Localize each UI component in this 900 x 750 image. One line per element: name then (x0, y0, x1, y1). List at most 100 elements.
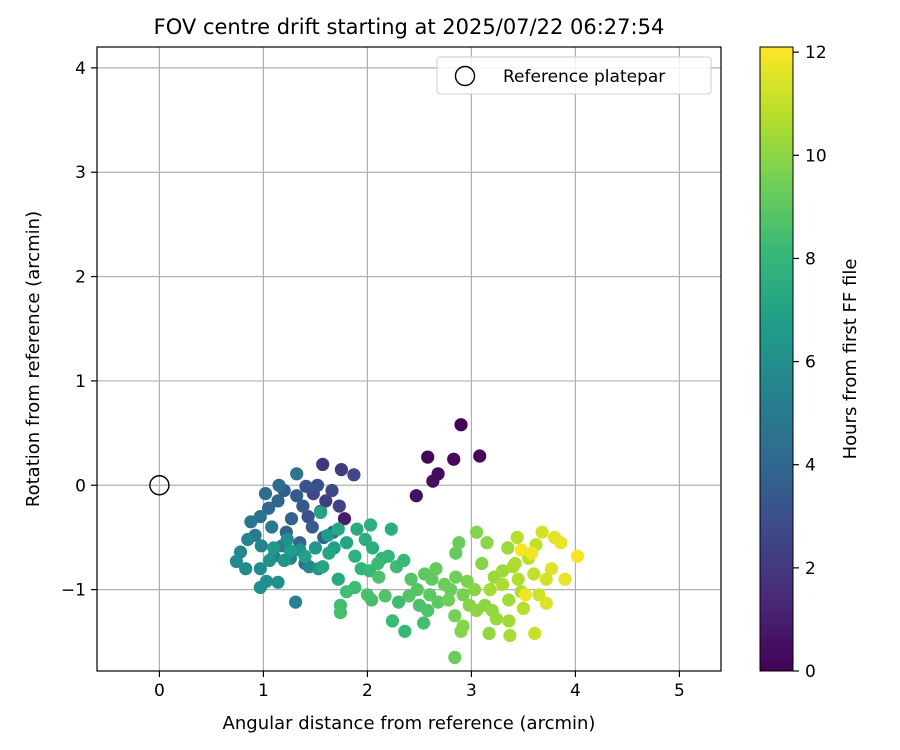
data-point (448, 609, 462, 623)
data-point (480, 536, 494, 550)
colorbar-tick-label: 4 (805, 456, 816, 476)
data-point (431, 595, 445, 609)
data-point (267, 541, 281, 555)
data-point (426, 474, 440, 488)
data-point (449, 546, 463, 560)
data-point (425, 572, 439, 586)
data-point (331, 522, 345, 536)
data-point (502, 614, 516, 628)
data-point (489, 612, 503, 626)
data-point (314, 505, 328, 519)
data-point (410, 583, 424, 597)
data-point (319, 494, 333, 508)
data-point (398, 624, 412, 638)
data-point (421, 450, 435, 464)
x-tick-label: 2 (362, 681, 373, 701)
y-tick-label: −1 (61, 581, 86, 601)
colorbar-label: Hours from first FF file (840, 259, 861, 460)
data-point (448, 650, 462, 665)
data-point (409, 489, 423, 503)
data-point (518, 588, 533, 602)
data-point (449, 570, 463, 584)
data-point (241, 532, 255, 547)
reference-platepar-marker (149, 475, 170, 496)
data-point (385, 614, 399, 628)
data-point (544, 562, 559, 576)
data-point (340, 536, 354, 550)
y-tick-label: 1 (75, 372, 86, 392)
data-point (284, 512, 299, 526)
data-point (316, 560, 330, 574)
data-point (308, 541, 322, 555)
data-point (554, 536, 568, 550)
grid (97, 47, 721, 671)
x-tick-label: 5 (674, 681, 685, 701)
data-point (558, 572, 572, 586)
data-point (475, 556, 489, 571)
colorbar-tick-label: 8 (805, 249, 816, 269)
colorbar-tick-label: 2 (805, 559, 816, 579)
data-point (452, 536, 466, 550)
chart-title: FOV centre drift starting at 2025/07/22 … (154, 15, 665, 39)
data-points (229, 418, 585, 665)
data-point (503, 628, 517, 643)
data-point (348, 549, 362, 563)
colorbar-tick-label: 6 (805, 353, 816, 373)
data-point (296, 499, 310, 513)
data-point (470, 603, 484, 618)
data-point (239, 562, 253, 576)
data-point (350, 522, 364, 536)
data-point (262, 501, 276, 515)
data-point (417, 616, 431, 630)
data-point (501, 541, 515, 555)
data-point (244, 515, 258, 529)
data-point (467, 583, 482, 597)
data-point (482, 626, 496, 641)
data-point (316, 457, 330, 471)
colorbar-tick-label: 10 (805, 146, 827, 166)
reference-marker-group (149, 475, 170, 496)
data-point (290, 489, 304, 503)
data-point (456, 588, 470, 602)
data-point (325, 483, 339, 498)
y-tick-label: 3 (75, 163, 86, 183)
data-point (454, 418, 468, 432)
plot-background (97, 47, 721, 671)
data-point (510, 530, 524, 545)
data-point (470, 525, 484, 539)
data-point (378, 589, 392, 603)
x-axis: 0 1 2 3 4 5 (154, 671, 685, 701)
data-point (441, 593, 456, 607)
data-point (277, 553, 291, 568)
data-point (363, 518, 378, 532)
data-point (506, 560, 520, 574)
plot-frame (96, 46, 722, 672)
data-point (253, 562, 267, 576)
data-point (372, 570, 386, 584)
data-point (397, 553, 411, 568)
y-tick-label: 2 (75, 268, 86, 288)
y-axis: −1 0 1 2 3 4 (61, 59, 97, 601)
colorbar-tick-label: 12 (805, 43, 827, 63)
data-point (265, 520, 279, 534)
data-point (229, 554, 243, 569)
data-point (516, 601, 531, 616)
data-point (298, 549, 312, 563)
data-point (514, 543, 528, 557)
data-point (502, 593, 516, 607)
data-point (258, 487, 273, 501)
data-point (272, 478, 286, 492)
data-point (570, 549, 585, 563)
data-point (331, 572, 345, 586)
colorbar-tick-label: 0 (805, 662, 816, 682)
data-point (337, 512, 352, 526)
x-tick-label: 4 (570, 681, 581, 701)
data-point (348, 580, 362, 595)
legend-reference-marker (454, 65, 476, 87)
data-point (429, 562, 443, 576)
data-point (444, 583, 458, 597)
data-point (263, 553, 277, 568)
data-point (271, 494, 285, 508)
colorbar-ticks: 0 2 4 6 8 10 12 (793, 43, 827, 682)
